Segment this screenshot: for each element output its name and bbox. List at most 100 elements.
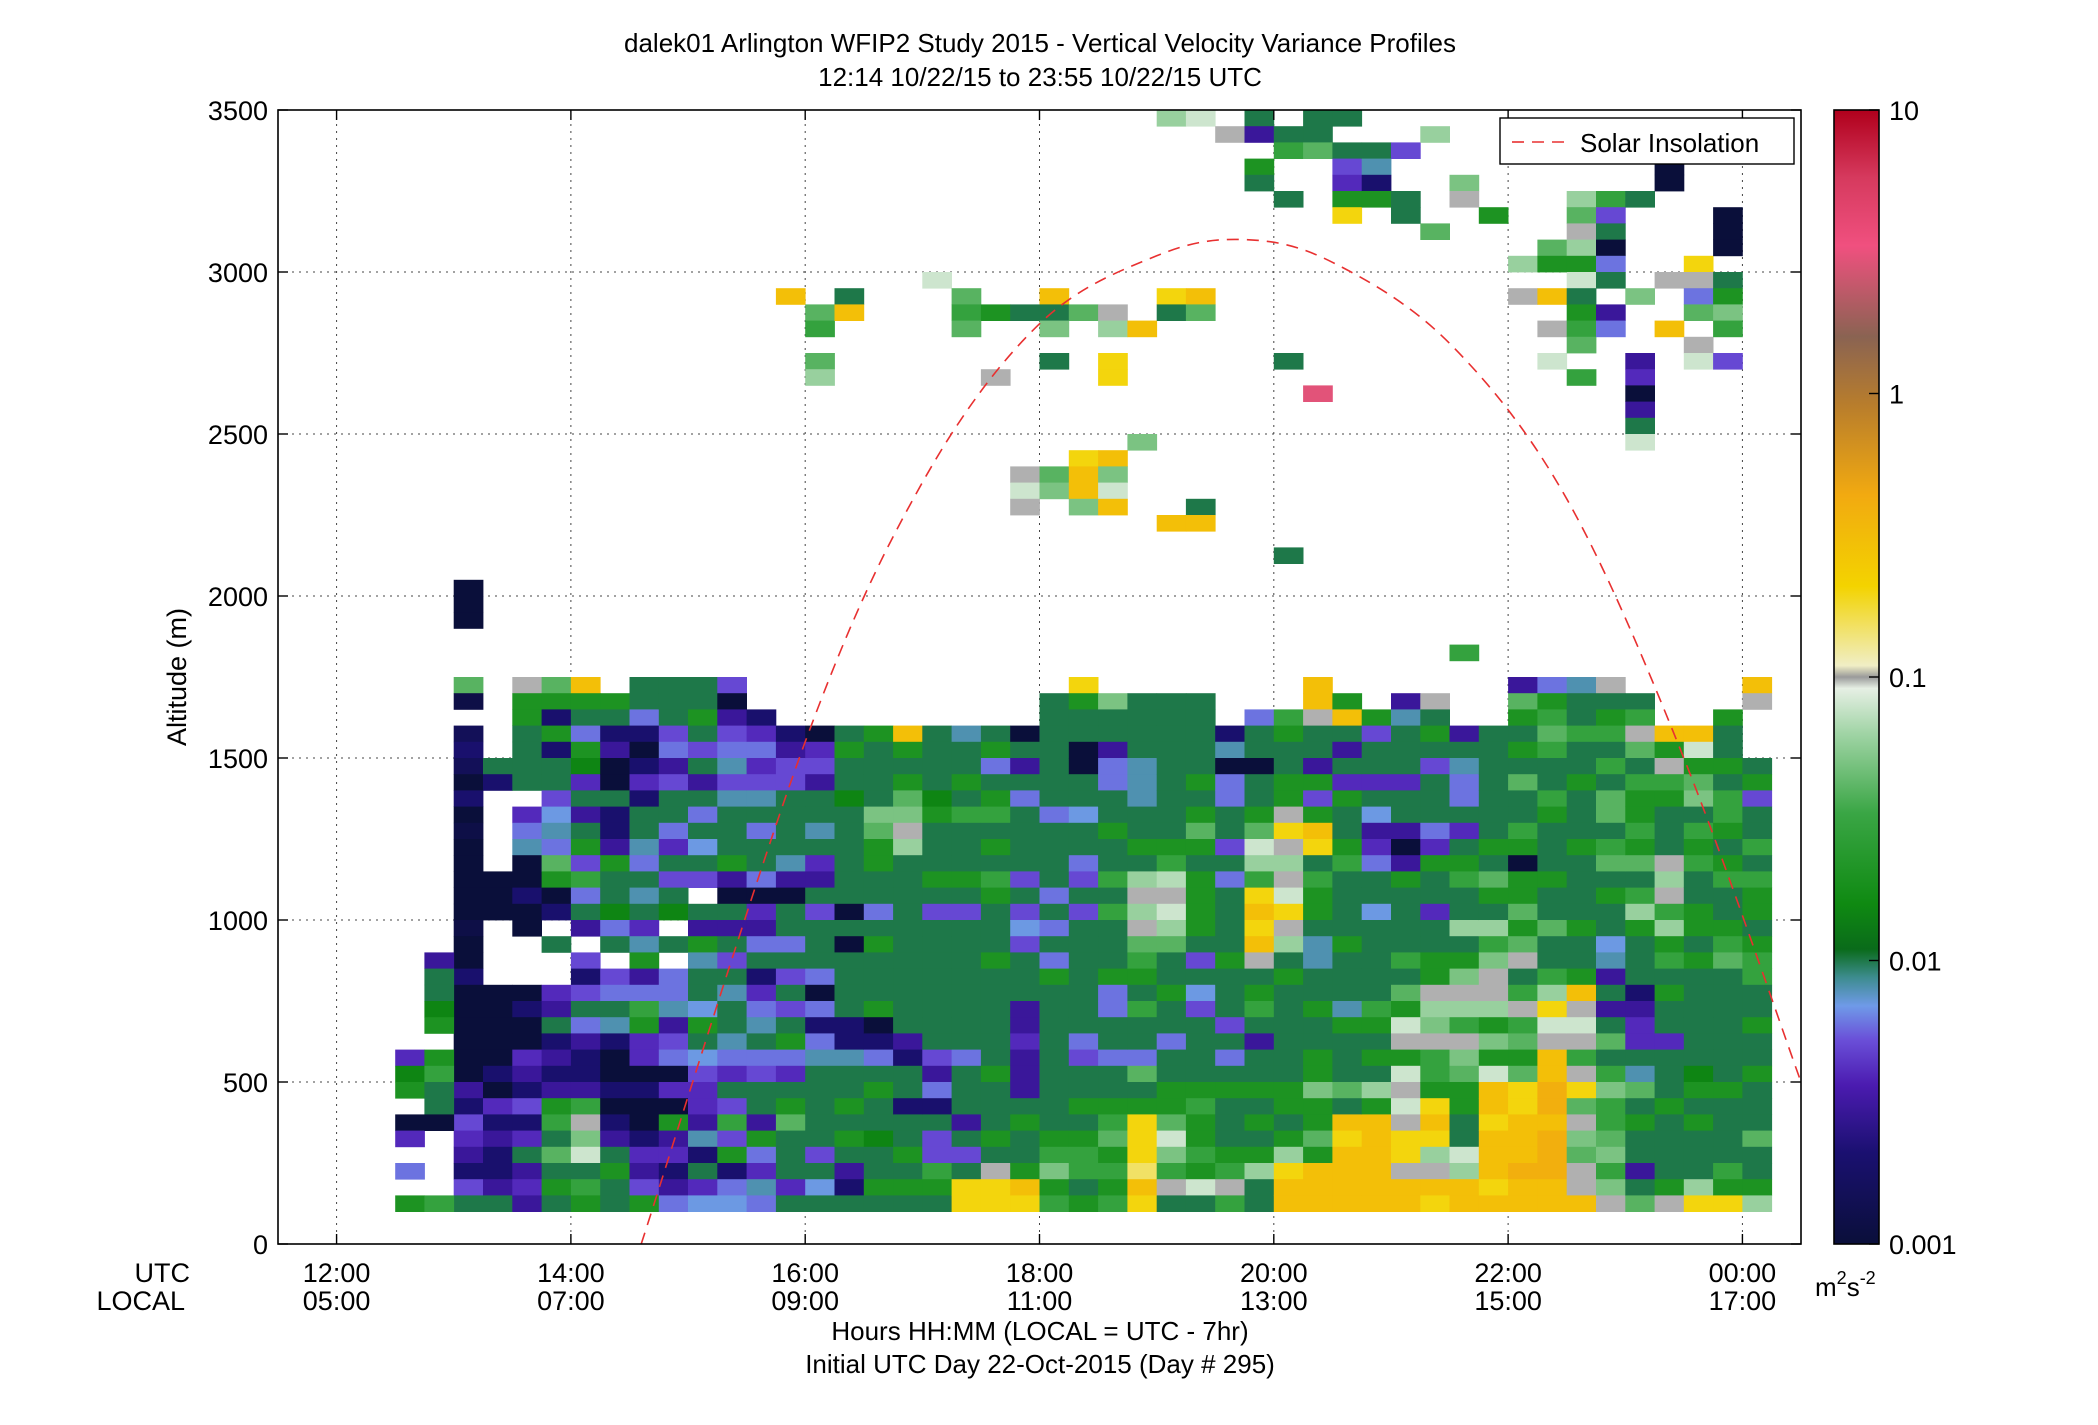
variance-cell <box>1361 984 1392 1002</box>
variance-cell <box>1713 353 1743 370</box>
variance-cell <box>1537 741 1568 759</box>
variance-cell <box>1713 855 1743 872</box>
variance-cell <box>629 741 660 759</box>
variance-cell <box>1332 174 1363 192</box>
variance-cell <box>570 806 601 824</box>
variance-cell <box>893 1065 923 1083</box>
variance-cell <box>1508 1130 1538 1148</box>
variance-cell <box>1010 482 1040 500</box>
variance-cell <box>1215 1049 1245 1067</box>
variance-cell <box>1420 903 1450 921</box>
variance-cell <box>1625 1195 1655 1212</box>
variance-cell <box>980 1114 1011 1131</box>
variance-cell <box>1010 887 1040 905</box>
variance-cell <box>424 1098 455 1115</box>
variance-cell <box>980 1098 1011 1115</box>
variance-cell <box>1449 774 1480 791</box>
variance-cell <box>1244 774 1275 791</box>
variance-cell <box>1361 871 1392 888</box>
variance-cell <box>1215 822 1245 840</box>
colorbar-unit-label: m2s-2 <box>1815 1268 1876 1302</box>
variance-cell <box>1185 741 1216 759</box>
variance-cell <box>541 1082 572 1099</box>
variance-cell <box>688 741 718 759</box>
variance-cell <box>658 1195 689 1212</box>
variance-cell <box>1420 920 1450 937</box>
variance-cell <box>1010 1146 1040 1164</box>
y-tick-label: 3000 <box>208 258 268 288</box>
variance-cell <box>1654 725 1685 743</box>
variance-cell <box>1127 968 1158 986</box>
variance-cell <box>951 1065 982 1083</box>
variance-cell <box>805 887 835 905</box>
variance-cell <box>1449 1033 1480 1050</box>
variance-cell <box>980 903 1011 921</box>
variance-cell <box>453 774 484 791</box>
variance-cell <box>512 1195 542 1212</box>
variance-cell <box>600 1098 630 1115</box>
variance-cell <box>1244 903 1275 921</box>
variance-cell <box>1391 1065 1421 1083</box>
variance-cell <box>1654 1098 1685 1115</box>
variance-cell <box>1654 806 1685 824</box>
variance-cell <box>1156 725 1187 743</box>
variance-cell <box>512 677 542 694</box>
variance-cell <box>658 1065 689 1083</box>
variance-cell <box>1068 790 1099 807</box>
variance-cell <box>1596 871 1626 888</box>
variance-cell <box>805 1098 835 1115</box>
variance-cell <box>1683 952 1714 969</box>
variance-cell <box>1625 855 1655 872</box>
variance-cell <box>1068 1098 1099 1115</box>
variance-cell <box>834 725 865 743</box>
variance-cell <box>1654 936 1685 953</box>
variance-cell <box>395 1114 425 1131</box>
variance-cell <box>1127 839 1158 856</box>
variance-cell <box>717 758 747 775</box>
variance-cell <box>951 1179 982 1196</box>
variance-cell <box>1010 1017 1040 1034</box>
variance-cell <box>717 1114 747 1131</box>
variance-cell <box>688 1001 718 1018</box>
variance-cell <box>1625 887 1655 905</box>
variance-cell <box>1068 1146 1099 1164</box>
variance-cell <box>717 1130 747 1148</box>
variance-cell <box>1010 741 1040 759</box>
variance-cell <box>688 1195 718 1212</box>
variance-cell <box>775 1114 806 1131</box>
variance-cell <box>775 1049 806 1067</box>
variance-cell <box>1391 758 1421 775</box>
variance-cell <box>922 1098 952 1115</box>
variance-cell <box>1625 417 1655 435</box>
variance-cell <box>1537 1017 1568 1034</box>
variance-cell <box>863 1017 894 1034</box>
variance-cell <box>1039 822 1070 840</box>
variance-cell <box>1244 741 1275 759</box>
variance-cell <box>805 1195 835 1212</box>
variance-cell <box>512 839 542 856</box>
variance-cell <box>1566 774 1597 791</box>
variance-cell <box>1596 887 1626 905</box>
variance-cell <box>1478 984 1509 1002</box>
variance-cell <box>1273 1130 1304 1148</box>
variance-cell <box>717 1195 747 1212</box>
variance-cell <box>1391 1049 1421 1067</box>
variance-cell <box>1127 1001 1158 1018</box>
variance-cell <box>1420 790 1450 807</box>
variance-cell <box>834 1130 865 1148</box>
variance-cell <box>658 1001 689 1018</box>
variance-cell <box>1449 644 1480 662</box>
variance-cell <box>1508 839 1538 856</box>
variance-cell <box>1566 936 1597 953</box>
variance-cell <box>512 1033 542 1050</box>
variance-cell <box>1391 806 1421 824</box>
variance-cell <box>893 1017 923 1034</box>
variance-cell <box>1683 1098 1714 1115</box>
variance-cell <box>1156 920 1187 937</box>
variance-cell <box>453 1114 484 1131</box>
variance-cell <box>1156 1146 1187 1164</box>
variance-cell <box>717 1033 747 1050</box>
variance-cell <box>600 790 630 807</box>
variance-cell <box>1478 1033 1509 1050</box>
variance-cell <box>805 758 835 775</box>
